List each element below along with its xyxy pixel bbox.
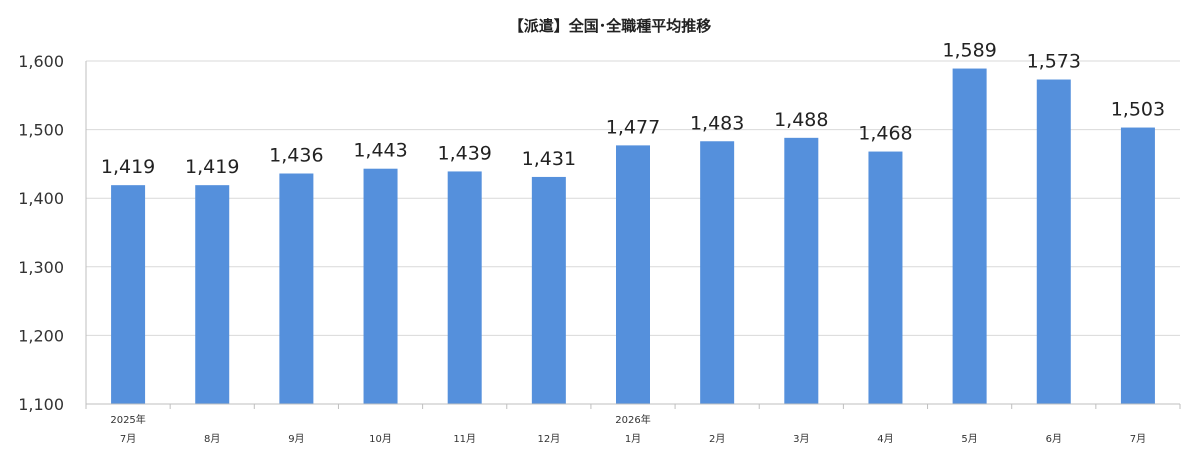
data-label: 1,431 (522, 148, 576, 170)
bar (363, 168, 398, 404)
data-label: 1,503 (1111, 99, 1165, 121)
y-tick-label: 1,400 (18, 189, 64, 208)
y-tick-label: 1,200 (18, 326, 64, 345)
y-tick-label: 1,600 (18, 52, 64, 71)
bar (952, 68, 987, 405)
x-tick-month-label: 12月 (537, 433, 560, 445)
data-label: 1,589 (942, 40, 996, 62)
x-tick-month-label: 5月 (961, 433, 977, 445)
data-labels: 1,419 1,419 1,436 1,443 1,439 1,431 1,477 1,483… (101, 40, 1165, 179)
y-tick-label: 1,100 (18, 395, 64, 414)
bar (1120, 127, 1155, 405)
data-label: 1,488 (774, 109, 828, 131)
bar (111, 185, 146, 404)
x-tick-month-label: 8月 (204, 433, 220, 445)
x-tick-month-label: 7月 (120, 433, 136, 445)
bar (447, 171, 482, 404)
bar (784, 137, 819, 404)
data-label: 1,483 (690, 112, 744, 134)
y-axis-ticks: 1,100 1,200 1,300 1,400 1,500 1,600 (18, 52, 64, 414)
bar (868, 151, 903, 404)
data-label: 1,573 (1027, 51, 1081, 73)
x-tick-year-label: 2025年 (110, 413, 145, 426)
bar (279, 173, 314, 404)
bar (700, 141, 735, 404)
x-tick-year-label: 2026年 (615, 413, 650, 426)
y-tick-label: 1,300 (18, 258, 64, 277)
chart-title: 【派遣】全国･全職種平均推移 (509, 17, 712, 35)
x-tick-month-label: 7月 (1130, 433, 1146, 445)
x-tick-month-label: 1月 (625, 433, 641, 445)
x-tick-month-label: 6月 (1046, 433, 1062, 445)
bars (111, 68, 1155, 405)
data-label: 1,477 (606, 116, 660, 138)
data-label: 1,439 (437, 142, 491, 164)
x-tick-month-label: 2月 (709, 433, 725, 445)
data-label: 1,436 (269, 145, 323, 167)
bar (195, 185, 230, 404)
x-axis-ticks: 2025年 7月 8月 9月 10月 11月 12月 2026年 1月 2月 3月 4月 5月 6月 7月 (85, 404, 1181, 445)
x-tick-month-label: 10月 (369, 433, 392, 445)
bar (1036, 79, 1071, 404)
data-label: 1,443 (353, 140, 407, 162)
bar (616, 145, 650, 405)
x-tick-month-label: 4月 (877, 433, 893, 445)
x-tick-month-label: 11月 (453, 433, 476, 445)
bar (531, 176, 566, 404)
x-tick-month-label: 9月 (288, 433, 304, 445)
data-label: 1,468 (858, 123, 912, 145)
data-label: 1,419 (101, 156, 155, 178)
y-tick-label: 1,500 (18, 121, 64, 140)
data-label: 1,419 (185, 156, 239, 178)
x-tick-month-label: 3月 (793, 433, 809, 445)
